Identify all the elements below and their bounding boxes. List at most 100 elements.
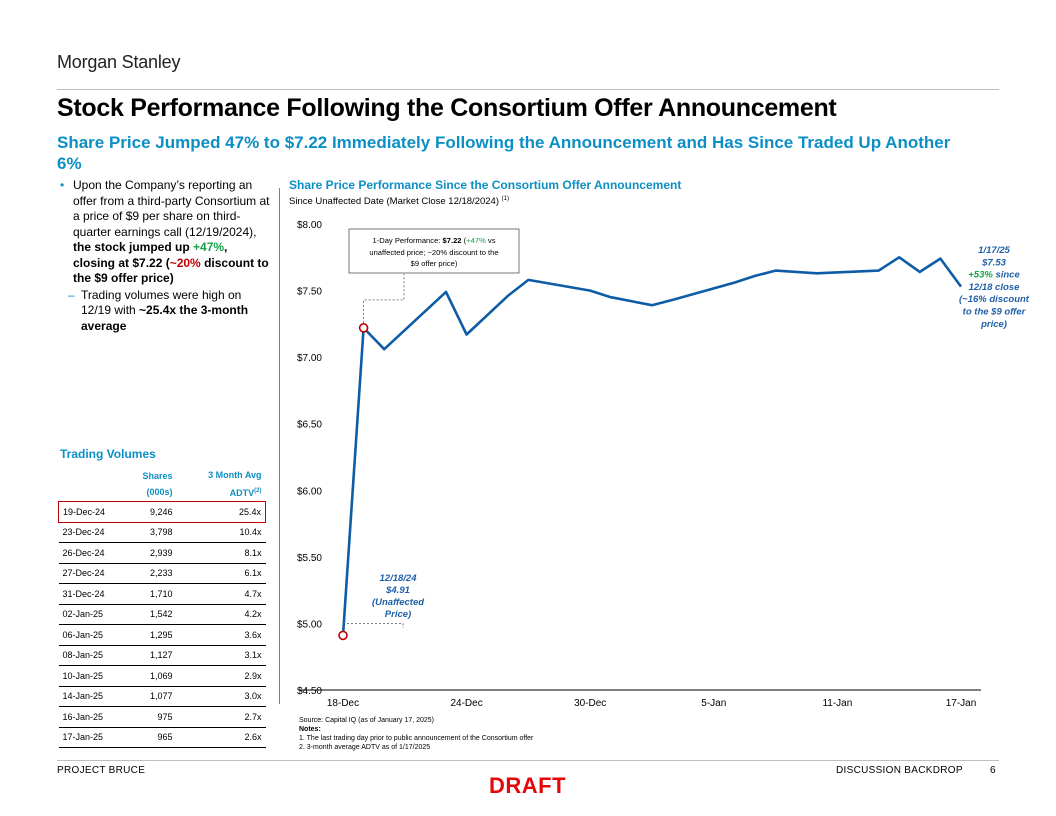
bullet-text: Trading volumes were high on 12/19 with (81, 287, 242, 318)
row-date: 14-Jan-25 (58, 686, 125, 707)
table-row: 02-Jan-25 1,542 4.2x (58, 604, 266, 625)
x-tick-label: 11-Jan (822, 698, 852, 709)
start-annotation-line: Price) (385, 609, 411, 620)
x-tick-label: 5-Jan (701, 698, 726, 709)
row-date: 27-Dec-24 (58, 563, 125, 584)
callout-line-1: 1-Day Performance: $7.22 (+47% vs (372, 236, 495, 245)
x-tick-label: 17-Jan (946, 698, 977, 709)
row-date: 06-Jan-25 (58, 624, 125, 646)
table-row: 06-Jan-25 1,295 3.6x (58, 624, 266, 646)
y-tick-label: $8.00 (297, 220, 322, 231)
row-shares: 2,939 (124, 542, 177, 564)
header-shares: Shares (000s) (125, 467, 177, 502)
row-adtv: 25.4x (176, 501, 266, 523)
chart-title: Share Price Performance Since the Consor… (289, 178, 682, 192)
y-tick-label: $4.50 (297, 686, 322, 697)
page-number: 6 (990, 765, 996, 776)
footer-divider (57, 760, 999, 761)
end-annotation-line: 1/17/25 (978, 245, 1010, 256)
y-tick-label: $6.50 (297, 420, 322, 431)
highlight-marker (338, 630, 348, 641)
y-tick-label: $7.50 (297, 287, 322, 298)
row-shares: 1,295 (124, 624, 177, 646)
row-date: 02-Jan-25 (58, 604, 125, 625)
row-adtv: 8.1x (176, 542, 266, 564)
bullet-dot-icon: • (60, 178, 65, 192)
row-shares: 1,710 (124, 583, 177, 605)
table-row: 16-Jan-25 975 2.7x (58, 706, 266, 728)
y-tick-label: $5.00 (297, 619, 322, 630)
trading-volumes-table: Shares (000s) 3 Month Avg ADTV(2) 19-Dec… (58, 467, 266, 748)
callout-connector (363, 274, 405, 323)
chart-subtitle-text: Since Unaffected Date (Market Close 12/1… (289, 196, 499, 208)
bullet-announcement: • Upon the Company’s reporting an offer … (60, 178, 270, 287)
dash-icon: – (68, 287, 75, 302)
callout-span: vs (486, 236, 496, 245)
row-adtv: 3.1x (176, 645, 266, 666)
header-divider (57, 89, 999, 90)
table-row: 17-Jan-25 965 2.6x (58, 727, 266, 748)
bullet-bold: ~25.4x the 3-month average (81, 303, 249, 333)
page-title: Stock Performance Following the Consorti… (57, 94, 837, 122)
end-annotation-line: $7.53 (981, 257, 1006, 268)
y-tick-label: $5.50 (297, 553, 322, 564)
start-annotation-connector (342, 623, 404, 632)
table-row: 19-Dec-24 9,246 25.4x (58, 501, 266, 523)
key-points: • Upon the Company’s reporting an offer … (60, 178, 270, 334)
notes-label: Notes: (299, 726, 321, 733)
morgan-stanley-logo: Morgan Stanley (57, 52, 181, 72)
row-date: 10-Jan-25 (58, 665, 125, 687)
project-name: PROJECT BRUCE (57, 765, 146, 776)
row-date: 23-Dec-24 (58, 522, 125, 543)
document-label: DISCUSSION BACKDROP (836, 765, 963, 776)
x-tick-label: 18-Dec (327, 698, 359, 709)
row-shares: 1,077 (124, 686, 177, 707)
row-adtv: 2.9x (176, 665, 266, 687)
end-annotation-line: price) (980, 319, 1007, 330)
start-annotation-line: 12/18/24 (380, 573, 418, 584)
end-annotation-rest: since (993, 270, 1021, 281)
note-1: 1. The last trading day prior to public … (299, 735, 534, 742)
x-tick-label: 24-Dec (450, 698, 482, 709)
row-shares: 1,542 (124, 604, 177, 625)
row-date: 16-Jan-25 (58, 706, 125, 728)
header-adtv-unit-wrap: ADTV(2) (177, 483, 262, 501)
chart-subtitle: Since Unaffected Date (Market Close 12/1… (289, 196, 509, 207)
end-annotation-line: (~16% discount (959, 294, 1030, 305)
row-shares: 965 (124, 727, 177, 748)
header-shares-unit: (000s) (146, 487, 173, 497)
bullet-bold: , closing at $7.22 ( (73, 240, 228, 270)
row-adtv: 10.4x (176, 522, 266, 543)
table-row: 14-Jan-25 1,077 3.0x (58, 686, 266, 707)
row-date: 08-Jan-25 (58, 645, 125, 666)
row-adtv: 2.6x (176, 727, 266, 748)
row-adtv: 6.1x (176, 563, 266, 584)
callout-line-3: $9 offer price) (411, 259, 458, 268)
callout-span: ( (462, 236, 467, 245)
header-adtv-label: 3 Month Avg (208, 470, 262, 480)
row-adtv: 4.2x (176, 604, 266, 625)
end-annotation-pct: +53% (968, 270, 993, 281)
callout-box (348, 228, 520, 274)
end-annotation-line: 12/18 close (969, 282, 1020, 293)
row-date: 17-Jan-25 (58, 727, 125, 748)
table-row: 23-Dec-24 3,798 10.4x (58, 522, 266, 543)
row-shares: 9,246 (124, 501, 177, 523)
trading-volumes-title: Trading Volumes (60, 447, 156, 461)
row-adtv: 2.7x (176, 706, 266, 728)
header-adtv: 3 Month Avg ADTV(2) (177, 467, 266, 502)
bullet-text: Upon the Company’s reporting an offer fr… (73, 178, 270, 239)
header-adtv-unit: ADTV (229, 488, 255, 498)
highlight-marker (358, 323, 369, 333)
bullet-bold: discount to the $9 offer price) (73, 255, 269, 286)
start-annotation-line: $4.91 (385, 585, 410, 596)
note-2: 2. 3-month average ADTV as of 1/17/2025 (299, 744, 431, 751)
x-tick-label: 30-Dec (574, 698, 606, 709)
table-row: 26-Dec-24 2,939 8.1x (58, 542, 266, 564)
price-line (341, 255, 963, 636)
source-text: Source: Capital IQ (as of January 17, 20… (299, 717, 435, 724)
y-tick-label: $7.00 (297, 353, 322, 364)
callout-line-2: unaffected price; ~20% discount to the (369, 248, 498, 257)
bullet-pct: +47% (193, 240, 225, 254)
end-annotation-line: to the $9 offer (963, 307, 1027, 318)
